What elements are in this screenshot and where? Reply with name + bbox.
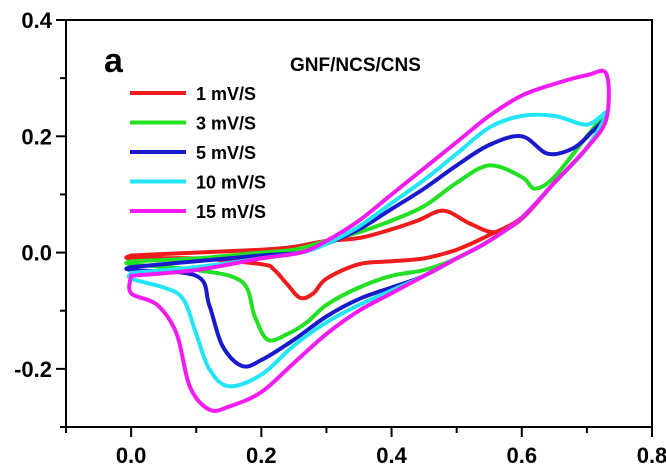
- legend-label: 10 mV/S: [196, 173, 266, 193]
- legend-label: 15 mV/S: [196, 202, 266, 222]
- x-tick-label: 0.6: [506, 443, 537, 468]
- x-tick-label: 0.4: [376, 443, 407, 468]
- y-tick-label: 0.4: [21, 8, 52, 33]
- y-tick-label: 0.2: [21, 124, 52, 149]
- y-tick-label: -0.2: [14, 357, 52, 382]
- legend: 1 mV/S 3 mV/S 5 mV/S 10 mV/S 15 mV/S: [130, 84, 266, 222]
- plot-frame: [65, 19, 653, 428]
- x-tick-label: 0.2: [246, 443, 277, 468]
- legend-label: 3 mV/S: [196, 114, 256, 134]
- series-line-5: [127, 68, 611, 413]
- legend-label: 1 mV/S: [196, 84, 256, 104]
- axis-tick-labels: 0.0 0.2 0.4 0.6 0.8 -0.2 0.0 0.2 0.4: [14, 8, 666, 468]
- chart-title: GNF/NCS/CNS: [290, 55, 421, 76]
- panel-letter: a: [104, 42, 124, 80]
- x-tick-label: 0.8: [637, 443, 666, 468]
- x-tick-label: 0.0: [116, 443, 147, 468]
- axis-ticks: [56, 19, 653, 437]
- legend-label: 5 mV/S: [196, 143, 256, 163]
- series-curves: [124, 68, 611, 413]
- y-tick-label: 0.0: [21, 241, 52, 266]
